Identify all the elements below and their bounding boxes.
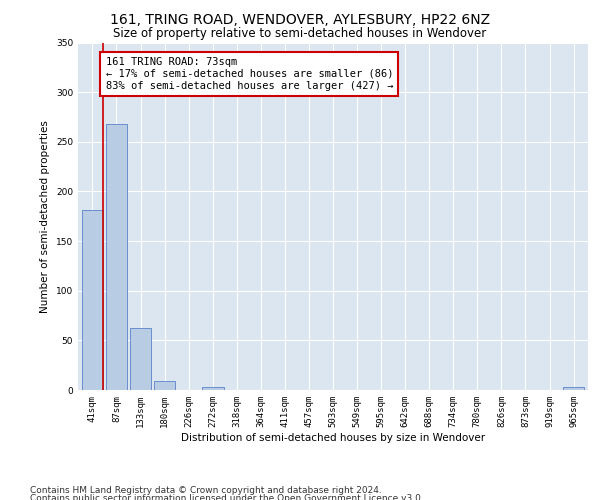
Bar (82, 210, 103, 390)
Text: Size of property relative to semi-detached houses in Wendover: Size of property relative to semi-detach… (113, 28, 487, 40)
Text: 161, TRING ROAD, WENDOVER, AYLESBURY, HP22 6NZ: 161, TRING ROAD, WENDOVER, AYLESBURY, HP… (110, 12, 490, 26)
Text: Contains HM Land Registry data © Crown copyright and database right 2024.: Contains HM Land Registry data © Crown c… (30, 486, 382, 495)
Y-axis label: Number of semi-detached properties: Number of semi-detached properties (40, 120, 50, 312)
Bar (202, 387, 224, 390)
Bar (106, 124, 127, 390)
Bar (563, 387, 584, 390)
Text: Contains public sector information licensed under the Open Government Licence v3: Contains public sector information licen… (30, 494, 424, 500)
Bar (154, 381, 175, 390)
Bar (130, 328, 151, 390)
Text: 161 TRING ROAD: 73sqm
← 17% of semi-detached houses are smaller (86)
83% of semi: 161 TRING ROAD: 73sqm ← 17% of semi-deta… (106, 58, 393, 90)
X-axis label: Distribution of semi-detached houses by size in Wendover: Distribution of semi-detached houses by … (181, 432, 485, 442)
